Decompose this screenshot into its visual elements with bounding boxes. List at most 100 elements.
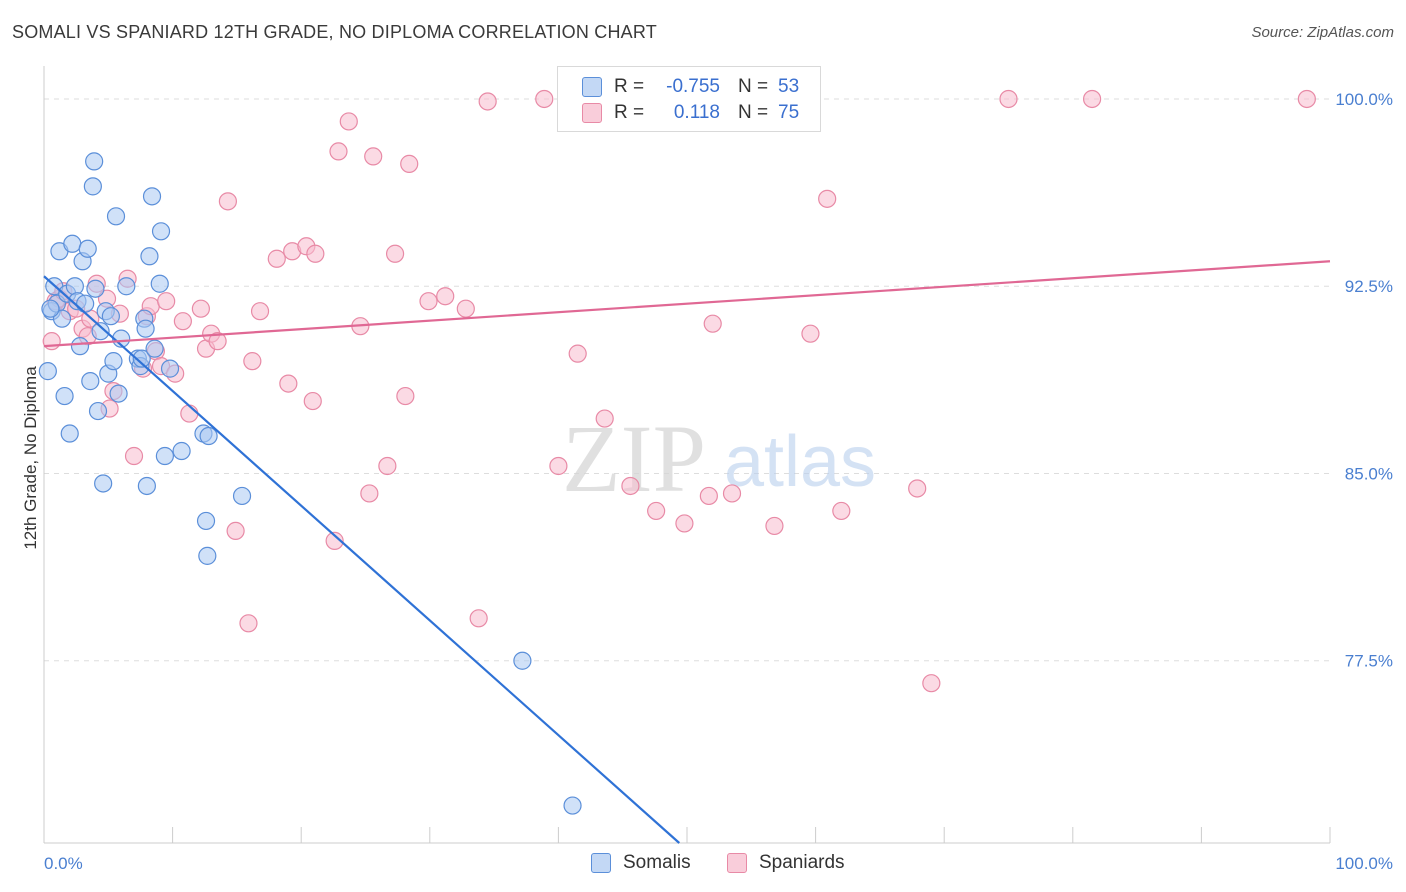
axes	[43, 66, 1331, 844]
spaniard-n-value: 75	[778, 102, 800, 123]
somali-point	[81, 372, 100, 391]
somali-point	[109, 384, 128, 403]
spaniard-point	[226, 521, 245, 541]
spaniard-point	[703, 314, 722, 333]
spaniards-label: Spaniards	[759, 852, 845, 873]
spaniard-point	[478, 92, 497, 111]
somali-point	[76, 294, 95, 313]
spaniard-point	[385, 244, 405, 263]
somali-point	[86, 279, 105, 298]
legend-row-somali: R = -0.755 N = 53	[582, 75, 799, 99]
somalis-swatch	[591, 853, 611, 873]
somali-point	[78, 239, 97, 258]
spaniard-point	[595, 409, 614, 428]
somali-point	[52, 309, 72, 328]
spaniard-point	[250, 302, 270, 321]
spaniards-swatch	[727, 853, 747, 873]
somali-point	[65, 277, 84, 296]
somali-point	[85, 152, 104, 171]
spaniard-point	[364, 147, 383, 166]
spaniard-point	[325, 531, 344, 550]
spaniard-point	[1082, 89, 1102, 109]
trend-lines	[43, 260, 1331, 844]
somali-point	[63, 234, 82, 253]
somali-point	[70, 337, 90, 356]
spaniard-point	[329, 142, 348, 161]
watermark-atlas: atlas	[724, 422, 876, 502]
spaniard-point	[173, 312, 192, 331]
spaniard-point	[568, 344, 587, 363]
somali-point	[41, 299, 60, 318]
spaniard-point	[218, 192, 237, 211]
watermark-zip: ZIP	[562, 405, 706, 512]
y-tick-label: 92.5%	[1345, 277, 1393, 296]
somali-n-value: 53	[778, 76, 800, 97]
spaniard-point	[208, 332, 227, 351]
spaniard-point	[456, 299, 475, 318]
somali-trend-line	[43, 275, 681, 844]
somali-r-value: -0.755	[666, 76, 720, 97]
spaniard-point	[699, 486, 718, 506]
spaniard-point	[339, 112, 358, 131]
spaniard-point	[306, 244, 325, 263]
y-axis-label: 12th Grade, No Diploma	[21, 366, 40, 550]
somali-point	[132, 349, 151, 368]
spaniard-point	[832, 501, 851, 521]
spaniard-point	[436, 287, 455, 306]
somali-points	[38, 152, 582, 815]
spaniard-point	[378, 456, 397, 476]
spaniard-point	[360, 484, 379, 503]
somali-point	[38, 362, 57, 381]
spaniard-point	[549, 456, 568, 476]
somali-n-label: N =	[738, 76, 769, 97]
chart-source: Source: ZipAtlas.com	[1251, 24, 1394, 41]
spaniard-point	[180, 404, 199, 423]
spaniard-points	[42, 89, 1316, 693]
legend-item-somalis[interactable]: Somalis	[591, 852, 691, 874]
spaniard-n-label: N =	[738, 102, 769, 123]
legend-item-spaniards[interactable]: Spaniards	[727, 852, 845, 874]
spaniard-trend-line	[43, 260, 1331, 348]
somali-point	[513, 651, 532, 670]
y-tick-label: 85.0%	[1345, 464, 1393, 483]
spaniard-point	[908, 479, 927, 498]
chart-title: SOMALI VS SPANIARD 12TH GRADE, NO DIPLOM…	[12, 22, 657, 42]
y-tick-label: 100.0%	[1335, 90, 1393, 109]
spaniard-point	[157, 292, 176, 311]
legend-row-spaniard: R = 0.118 N = 75	[582, 101, 799, 125]
somali-point	[117, 277, 136, 296]
somali-point	[137, 476, 156, 496]
spaniard-point	[801, 324, 820, 343]
somali-point	[94, 474, 113, 493]
spaniard-point	[1297, 89, 1316, 109]
spaniard-point	[267, 249, 286, 268]
spaniard-point	[243, 352, 262, 371]
somali-point	[60, 424, 79, 443]
somali-point	[136, 319, 155, 338]
somali-point	[55, 386, 74, 406]
spaniard-point	[722, 484, 742, 503]
correlation-legend: R = -0.755 N = 53 R = 0.118 N = 75	[557, 66, 821, 132]
somali-point	[232, 486, 252, 506]
somali-point	[155, 446, 174, 466]
x-tick-label: 0.0%	[44, 854, 83, 873]
x-tick-label: 100.0%	[1335, 854, 1393, 873]
spaniard-point	[239, 614, 258, 633]
somali-point	[106, 207, 126, 226]
somali-swatch	[582, 77, 602, 97]
spaniard-r-label: R =	[614, 102, 645, 123]
spaniard-point	[535, 89, 554, 109]
somali-point	[101, 307, 120, 326]
spaniard-point	[621, 476, 640, 496]
grid-lines	[44, 98, 1330, 662]
spaniard-point	[419, 292, 438, 311]
somali-point	[196, 511, 216, 531]
somali-point	[104, 352, 123, 371]
spaniard-point	[818, 189, 837, 208]
somali-point	[142, 187, 162, 206]
spaniard-point	[469, 609, 488, 628]
somali-point	[160, 359, 180, 378]
somali-point	[150, 274, 169, 293]
somali-point	[563, 796, 582, 815]
